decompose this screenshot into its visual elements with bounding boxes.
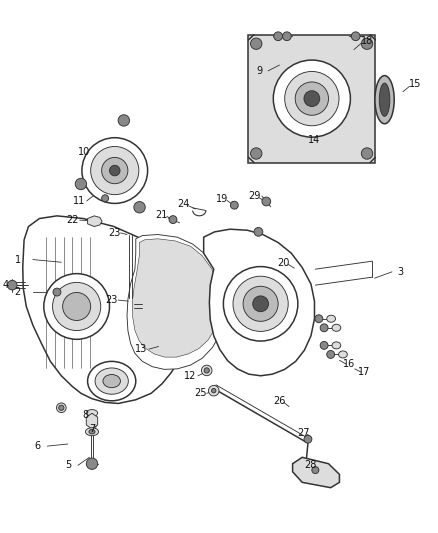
Polygon shape	[86, 413, 98, 429]
Ellipse shape	[53, 282, 101, 330]
Ellipse shape	[262, 197, 271, 206]
Text: 10: 10	[78, 147, 91, 157]
Ellipse shape	[204, 368, 209, 373]
Text: 3: 3	[398, 267, 404, 277]
Ellipse shape	[375, 76, 394, 124]
Ellipse shape	[53, 288, 61, 296]
Ellipse shape	[63, 293, 91, 320]
Ellipse shape	[243, 286, 278, 321]
Ellipse shape	[212, 389, 216, 393]
Ellipse shape	[304, 435, 312, 443]
Text: 18: 18	[361, 36, 373, 46]
Text: 14: 14	[307, 135, 320, 144]
Ellipse shape	[361, 148, 373, 159]
Ellipse shape	[7, 280, 17, 290]
Ellipse shape	[82, 138, 148, 204]
Ellipse shape	[351, 32, 360, 41]
Ellipse shape	[102, 157, 128, 184]
Text: 20: 20	[278, 258, 290, 268]
Text: 23: 23	[106, 295, 118, 305]
Text: 22: 22	[66, 215, 78, 225]
Ellipse shape	[134, 201, 145, 213]
Text: 9: 9	[257, 66, 263, 76]
Text: 24: 24	[177, 199, 189, 209]
Ellipse shape	[285, 71, 339, 126]
Polygon shape	[293, 457, 339, 488]
Ellipse shape	[251, 38, 262, 50]
Ellipse shape	[283, 32, 291, 41]
Ellipse shape	[320, 324, 328, 332]
Ellipse shape	[327, 351, 335, 358]
Polygon shape	[248, 35, 375, 163]
Ellipse shape	[312, 466, 319, 474]
Ellipse shape	[251, 148, 262, 159]
Text: 23: 23	[109, 228, 121, 238]
Text: 8: 8	[82, 410, 88, 420]
Ellipse shape	[169, 216, 177, 223]
Polygon shape	[127, 235, 226, 369]
Ellipse shape	[230, 201, 238, 209]
Polygon shape	[132, 239, 220, 357]
Polygon shape	[88, 216, 102, 227]
Text: 2: 2	[14, 287, 21, 297]
Text: 11: 11	[73, 196, 85, 206]
Ellipse shape	[95, 368, 128, 394]
Text: 1: 1	[14, 255, 21, 264]
Ellipse shape	[332, 324, 341, 332]
Text: 5: 5	[65, 461, 71, 470]
Ellipse shape	[89, 430, 95, 434]
Ellipse shape	[320, 342, 328, 349]
Text: 16: 16	[343, 359, 356, 369]
Text: 17: 17	[358, 367, 371, 377]
Text: 28: 28	[304, 460, 316, 470]
Text: 15: 15	[409, 79, 421, 89]
Ellipse shape	[86, 458, 98, 470]
Ellipse shape	[273, 60, 350, 137]
Ellipse shape	[274, 32, 283, 41]
Ellipse shape	[201, 365, 212, 376]
Ellipse shape	[361, 38, 373, 50]
Ellipse shape	[254, 228, 263, 236]
Ellipse shape	[75, 179, 87, 190]
Text: 25: 25	[194, 389, 207, 398]
Ellipse shape	[253, 296, 268, 312]
Ellipse shape	[85, 428, 99, 435]
Ellipse shape	[304, 91, 320, 107]
Ellipse shape	[91, 147, 139, 195]
Ellipse shape	[110, 165, 120, 176]
Text: 26: 26	[273, 396, 286, 406]
Ellipse shape	[332, 342, 341, 349]
Text: 21: 21	[155, 210, 167, 220]
Ellipse shape	[59, 405, 64, 410]
Text: 6: 6	[34, 441, 40, 451]
Ellipse shape	[315, 315, 323, 322]
Text: 13: 13	[135, 344, 147, 354]
Ellipse shape	[44, 273, 110, 340]
Text: 4: 4	[2, 280, 8, 290]
Polygon shape	[204, 229, 314, 376]
Text: 27: 27	[297, 428, 310, 438]
Text: 29: 29	[249, 191, 261, 201]
Text: 12: 12	[184, 371, 197, 381]
Ellipse shape	[233, 276, 288, 332]
Ellipse shape	[103, 375, 120, 387]
Ellipse shape	[379, 83, 390, 116]
Ellipse shape	[88, 361, 136, 401]
Ellipse shape	[223, 266, 298, 341]
Ellipse shape	[102, 195, 109, 202]
Ellipse shape	[339, 351, 347, 358]
Ellipse shape	[327, 315, 336, 322]
Ellipse shape	[118, 115, 130, 126]
Ellipse shape	[57, 403, 66, 413]
Ellipse shape	[295, 82, 328, 115]
Text: 19: 19	[216, 194, 229, 204]
Ellipse shape	[86, 409, 98, 417]
Text: 7: 7	[89, 424, 95, 433]
Polygon shape	[23, 216, 188, 403]
Ellipse shape	[208, 385, 219, 396]
